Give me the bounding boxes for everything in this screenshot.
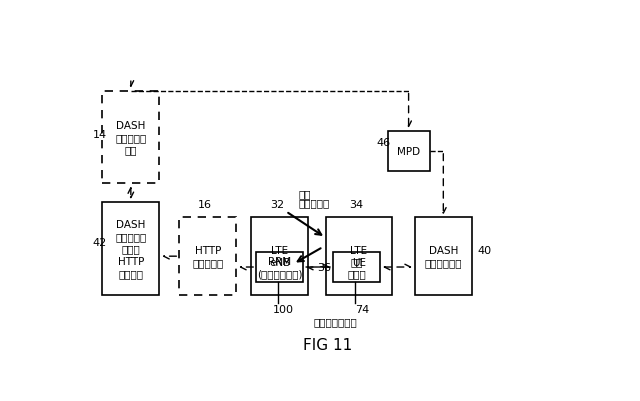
Bar bbox=[256, 252, 303, 283]
Text: 低レイヤ信号化: 低レイヤ信号化 bbox=[313, 316, 357, 326]
Text: 36: 36 bbox=[317, 262, 331, 272]
Text: HTTP
キャッシュ: HTTP キャッシュ bbox=[192, 245, 223, 268]
Text: 無線: 無線 bbox=[298, 188, 311, 198]
Text: 34: 34 bbox=[349, 199, 363, 209]
Text: 16: 16 bbox=[198, 199, 212, 209]
Text: RRM
(スケジューラ): RRM (スケジューラ) bbox=[257, 256, 302, 279]
Text: 32: 32 bbox=[270, 199, 284, 209]
Bar bbox=[326, 218, 392, 295]
Bar bbox=[333, 252, 380, 283]
Text: DASH
クライアント: DASH クライアント bbox=[424, 245, 462, 268]
Text: LTE
UE: LTE UE bbox=[351, 245, 367, 268]
Text: LTE
eNB: LTE eNB bbox=[269, 245, 291, 268]
Text: MPD: MPD bbox=[397, 147, 420, 156]
Text: 40: 40 bbox=[478, 245, 492, 255]
Text: 74: 74 bbox=[355, 304, 369, 314]
Text: FIG 11: FIG 11 bbox=[303, 337, 353, 352]
Bar bbox=[179, 218, 236, 295]
Text: 14: 14 bbox=[92, 130, 106, 140]
Bar bbox=[388, 132, 429, 172]
Text: DASH
セグメント
を持つ
HTTP
サーバー: DASH セグメント を持つ HTTP サーバー bbox=[115, 219, 147, 279]
Bar bbox=[102, 203, 159, 295]
Bar bbox=[102, 91, 159, 184]
Text: 46: 46 bbox=[376, 137, 391, 147]
Text: 資源
管理部: 資源 管理部 bbox=[347, 256, 366, 279]
Bar bbox=[415, 218, 472, 295]
Text: DASH
コンテンツ
準備: DASH コンテンツ 準備 bbox=[115, 120, 147, 155]
Text: 100: 100 bbox=[273, 304, 294, 314]
Text: 42: 42 bbox=[92, 238, 107, 248]
Text: チャンネル: チャンネル bbox=[298, 198, 330, 207]
Bar bbox=[251, 218, 308, 295]
